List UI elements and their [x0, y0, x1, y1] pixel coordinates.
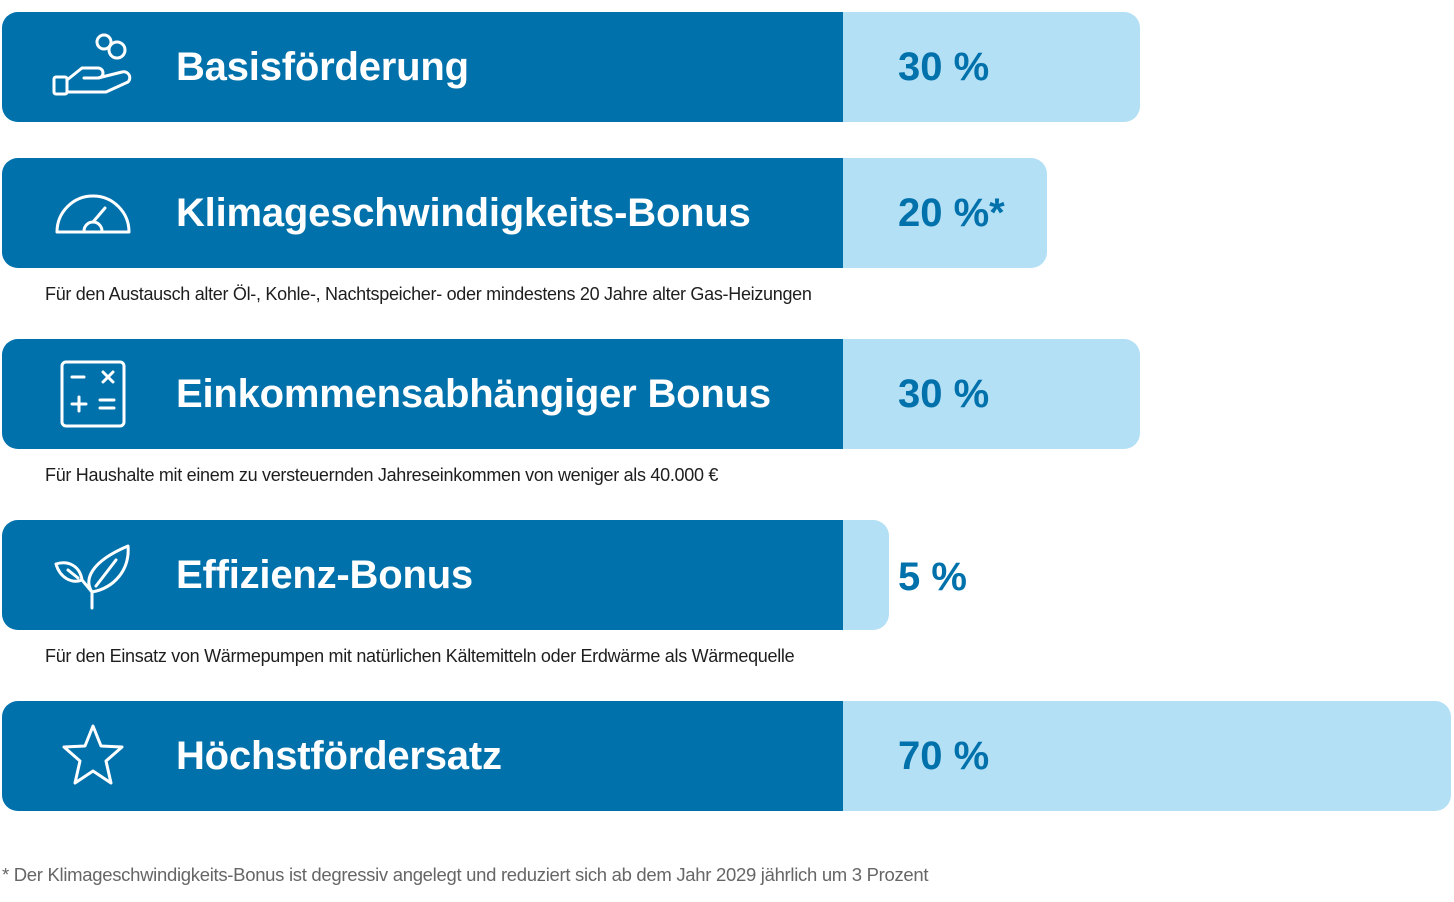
bar-value: 5 %: [898, 555, 967, 599]
bar-label: Effizienz-Bonus: [176, 553, 473, 597]
bar-klimageschwindigkeits-bonus: Klimageschwindigkeits-Bonus: [2, 158, 1047, 268]
bar-note: Für den Einsatz von Wärmepumpen mit natü…: [45, 646, 795, 666]
bar-dark-segment: [2, 520, 843, 630]
speedometer-icon: [48, 178, 138, 248]
calculator-icon: [48, 359, 138, 429]
bar-dark-segment: [2, 12, 843, 122]
bar-dark-segment: [2, 158, 843, 268]
bar-dark-segment: [2, 339, 843, 449]
bar-note: Für den Austausch alter Öl-, Kohle-, Nac…: [45, 284, 812, 304]
bar-label: Höchstfördersatz: [176, 734, 502, 778]
bar-value: 70 %: [898, 734, 990, 778]
bar-label: Einkommensabhängiger Bonus: [176, 372, 771, 416]
leaf-sprout-icon: [48, 540, 138, 610]
bar-einkommensabhaengiger-bonus: Einkommensabhängiger Bonus: [2, 339, 1140, 449]
bar-label: Basisförderung: [176, 45, 469, 89]
bar-value: 20 %*: [898, 191, 1005, 235]
footnote: * Der Klimageschwindigkeits-Bonus ist de…: [2, 864, 929, 885]
bar-value: 30 %: [898, 372, 990, 416]
bar-dark-segment: [2, 701, 843, 811]
bar-basisfoerderung: Basisförderung: [2, 12, 1140, 122]
bar-value: 30 %: [898, 45, 990, 89]
bar-note: Für Haushalte mit einem zu versteuernden…: [45, 465, 719, 485]
bar-hoechstfoerdersatz: Höchstfördersatz: [2, 701, 1451, 811]
bar-effizienz-bonus: Effizienz-Bonus: [2, 520, 889, 630]
star-icon: [48, 721, 138, 791]
bar-label: Klimageschwindigkeits-Bonus: [176, 191, 751, 235]
hand-coins-icon: [48, 32, 138, 102]
